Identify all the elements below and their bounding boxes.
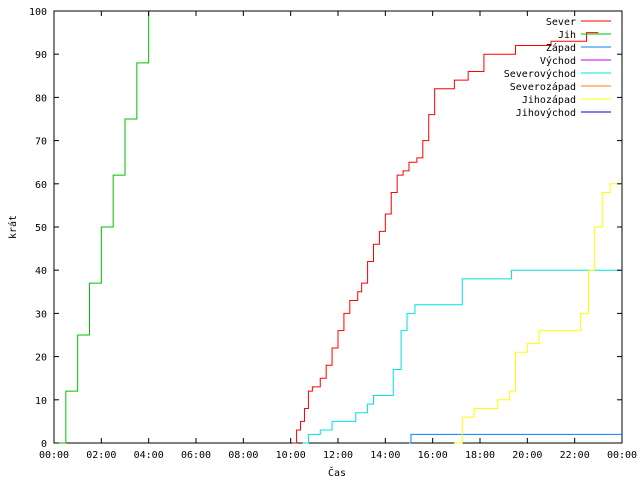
x-tick-label: 16:00 (418, 450, 448, 461)
y-tick-label: 60 (35, 180, 47, 191)
y-tick-label: 40 (35, 266, 47, 277)
x-tick-label: 12:00 (323, 450, 353, 461)
legend-label: Jih (558, 30, 576, 41)
x-tick-label: 02:00 (86, 450, 116, 461)
legend-label: Severozápad (510, 81, 576, 93)
y-tick-label: 70 (35, 137, 47, 148)
y-tick-label: 0 (41, 439, 47, 450)
y-axis-label: krát (7, 215, 19, 239)
legend-label: Jihozápad (522, 94, 576, 106)
x-tick-label: 00:00 (607, 450, 637, 461)
series-line-4 (302, 269, 622, 444)
y-axis-ticks: 0 10 20 30 40 50 60 70 80 90 100 (29, 7, 622, 450)
legend-label: Východ (540, 55, 576, 67)
y-tick-label: 80 (35, 93, 47, 104)
x-tick-label: 08:00 (228, 450, 258, 461)
legend-label: Západ (546, 42, 576, 54)
legend-label: Jihovýchod (516, 107, 576, 119)
y-tick-label: 30 (35, 309, 47, 320)
series-line-6 (454, 183, 622, 444)
series-line-2 (409, 433, 622, 444)
y-tick-label: 50 (35, 223, 47, 234)
x-tick-label: 20:00 (512, 450, 542, 461)
series-line-0 (292, 32, 599, 444)
x-axis-label: Čas (328, 466, 346, 479)
x-tick-label: 22:00 (560, 450, 590, 461)
x-axis-ticks: 00:00 02:00 04:00 06:00 08:00 10:00 12:00 14:00… (39, 11, 637, 461)
x-tick-label: 00:00 (39, 450, 69, 461)
legend: Sever JihZápadVýchodSeverovýchodSeverozáp… (504, 17, 611, 119)
series-line-1 (54, 11, 150, 444)
x-tick-label: 10:00 (276, 450, 306, 461)
y-tick-label: 100 (29, 7, 47, 18)
x-tick-label: 14:00 (370, 450, 400, 461)
y-tick-label: 90 (35, 50, 47, 61)
legend-label: Sever (546, 17, 576, 28)
y-tick-label: 20 (35, 353, 47, 364)
y-tick-label: 10 (35, 396, 47, 407)
x-tick-label: 18:00 (465, 450, 495, 461)
x-tick-label: 06:00 (181, 450, 211, 461)
legend-label: Severovýchod (504, 68, 576, 80)
series-layer (54, 11, 622, 444)
x-tick-label: 04:00 (134, 450, 164, 461)
